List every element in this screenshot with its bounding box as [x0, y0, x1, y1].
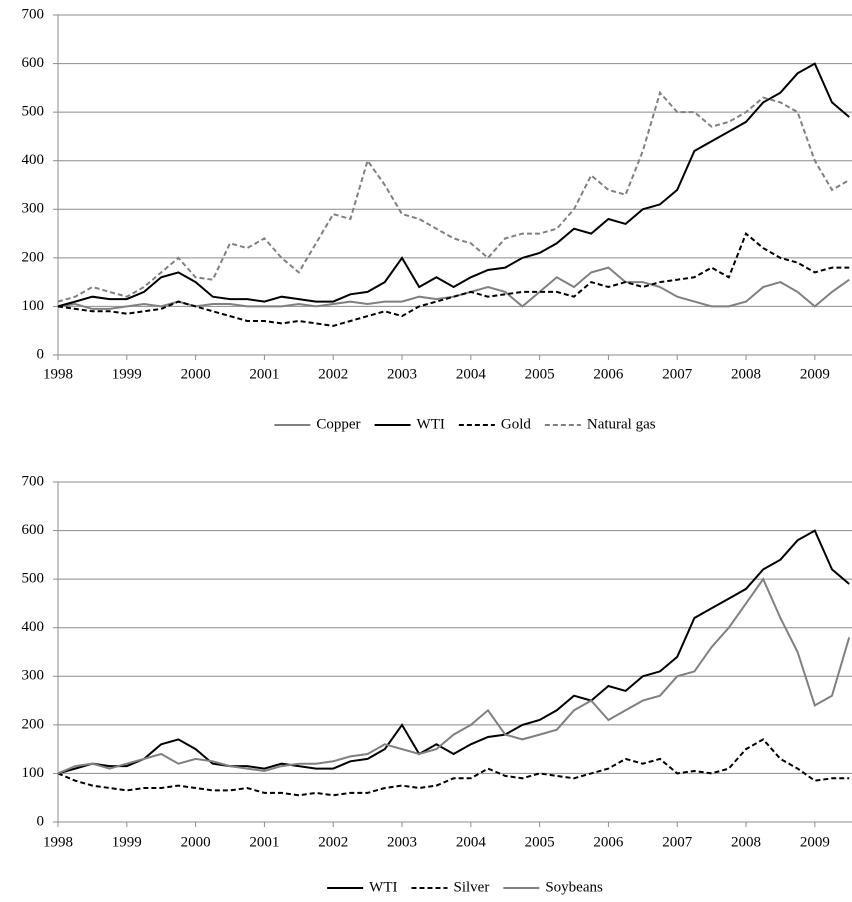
- x-tick-label: 2006: [593, 366, 624, 382]
- x-tick-label: 2009: [800, 366, 830, 382]
- series-line: [57, 90, 850, 303]
- x-tick-label: 2004: [456, 834, 487, 850]
- x-tick-label: 2004: [456, 366, 487, 382]
- x-tick-label: 2000: [181, 834, 211, 850]
- x-tick-label: 2001: [249, 834, 279, 850]
- y-tick-label: 300: [22, 668, 45, 684]
- x-tick-label: 2001: [249, 366, 279, 382]
- legend-label: WTI: [369, 879, 397, 895]
- x-tick-label: 2005: [525, 366, 555, 382]
- x-tick-label: 1998: [43, 366, 73, 382]
- x-tick-label: 2003: [387, 366, 417, 382]
- y-tick-label: 200: [22, 716, 45, 732]
- x-tick-label: 2002: [318, 834, 348, 850]
- y-tick-label: 100: [22, 298, 45, 314]
- legend-label: Copper: [316, 416, 360, 432]
- x-tick-label: 2000: [181, 366, 211, 382]
- y-tick-label: 400: [22, 619, 45, 635]
- legend-label: Natural gas: [587, 416, 656, 432]
- x-tick-label: 1998: [43, 834, 73, 850]
- y-tick-label: 500: [22, 571, 45, 587]
- y-tick-label: 500: [22, 104, 45, 120]
- y-tick-label: 200: [22, 249, 45, 265]
- y-tick-label: 700: [22, 6, 45, 22]
- y-tick-label: 100: [22, 765, 45, 781]
- series-line: [57, 231, 850, 327]
- y-tick-label: 700: [22, 473, 45, 489]
- series-line: [57, 738, 850, 797]
- x-tick-label: 2008: [731, 366, 761, 382]
- x-tick-label: 1999: [112, 366, 142, 382]
- legend-label: Soybeans: [545, 879, 603, 895]
- y-tick-label: 400: [22, 152, 45, 168]
- series-line: [57, 266, 850, 310]
- x-tick-label: 2009: [800, 834, 830, 850]
- y-tick-label: 600: [22, 522, 45, 538]
- y-tick-label: 600: [22, 55, 45, 71]
- legend-label: WTI: [417, 416, 445, 432]
- series-line: [57, 62, 850, 308]
- legend-label: Gold: [501, 416, 532, 432]
- legend-label: Silver: [453, 879, 489, 895]
- series-line: [57, 529, 850, 775]
- x-tick-label: 2006: [593, 834, 624, 850]
- x-tick-label: 2007: [662, 834, 693, 850]
- x-tick-label: 2003: [387, 834, 417, 850]
- x-tick-label: 2007: [662, 366, 693, 382]
- y-tick-label: 300: [22, 201, 45, 217]
- x-tick-label: 2002: [318, 366, 348, 382]
- y-tick-label: 0: [37, 346, 45, 362]
- x-tick-label: 2008: [731, 834, 761, 850]
- x-tick-label: 2005: [525, 834, 555, 850]
- x-tick-label: 1999: [112, 834, 142, 850]
- series-line: [57, 577, 851, 775]
- y-tick-label: 0: [37, 813, 45, 829]
